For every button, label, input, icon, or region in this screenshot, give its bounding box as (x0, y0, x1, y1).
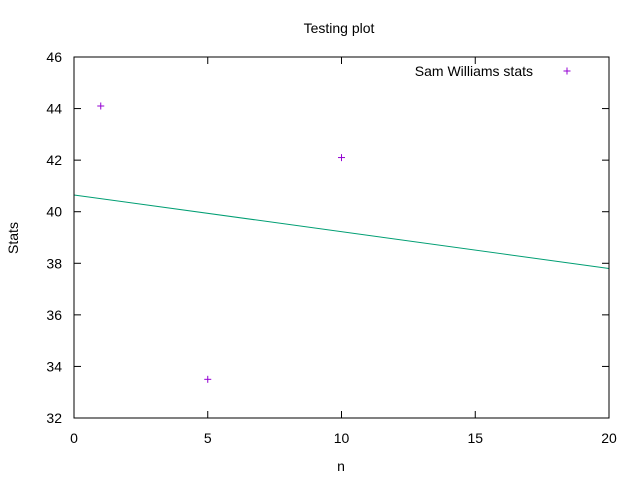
axis-ticks (73, 56, 610, 419)
x-tick-label: 20 (601, 430, 617, 446)
legend-marker-symbol (563, 67, 571, 75)
y-tick-label: 32 (46, 410, 62, 426)
legend: Sam Williams stats (415, 63, 571, 79)
data-point (204, 375, 212, 383)
y-tick-label: 44 (46, 101, 62, 117)
fit-line (73, 194, 610, 269)
y-tick-label: 42 (46, 152, 62, 168)
y-axis-label: Stats (5, 222, 21, 254)
plot-border (73, 56, 610, 419)
x-tick-label: 15 (467, 430, 483, 446)
x-tick-label: 0 (70, 430, 78, 446)
y-tick-label: 40 (46, 204, 62, 220)
data-point (97, 102, 105, 110)
y-tick-label: 34 (46, 358, 62, 374)
tick-labels: 0 5 10 15 20 32 34 36 38 40 42 44 46 (46, 49, 617, 446)
plot-area (73, 102, 610, 383)
y-tick-label: 36 (46, 307, 62, 323)
x-axis-label: n (337, 458, 345, 474)
data-point (338, 154, 345, 162)
chart-title: Testing plot (304, 20, 375, 36)
y-tick-label: 38 (46, 255, 62, 271)
x-tick-label: 5 (204, 430, 212, 446)
legend-entry-label: Sam Williams stats (415, 63, 533, 79)
x-tick-label: 10 (334, 430, 350, 446)
legend-marker (563, 67, 571, 75)
y-tick-label: 46 (46, 49, 62, 65)
